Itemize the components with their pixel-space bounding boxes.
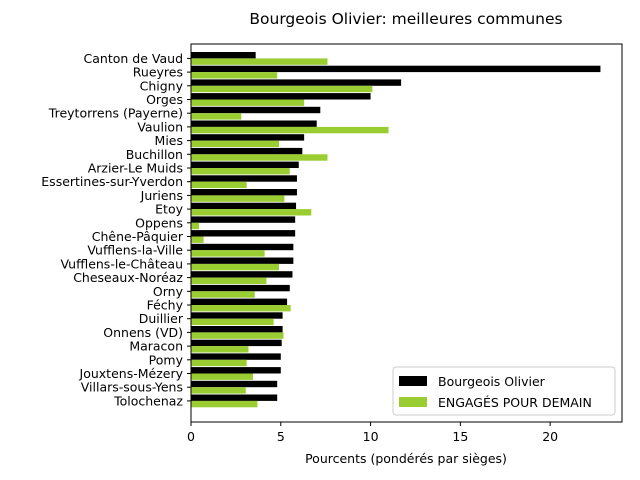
y-tick-label: Buchillon bbox=[126, 147, 183, 162]
bar-engages-23 bbox=[191, 373, 253, 380]
legend-box bbox=[392, 366, 616, 416]
bar-bourgeois-3 bbox=[191, 93, 371, 100]
bar-engages-17 bbox=[191, 291, 255, 298]
bar-engages-0 bbox=[191, 58, 328, 65]
y-tick-label: Cheseaux-Noréaz bbox=[73, 270, 183, 285]
bar-bourgeois-22 bbox=[191, 353, 281, 360]
bar-bourgeois-5 bbox=[191, 120, 317, 127]
y-tick-label: Orny bbox=[153, 284, 184, 299]
bar-bourgeois-16 bbox=[191, 271, 293, 278]
bar-engages-24 bbox=[191, 387, 246, 394]
bar-engages-19 bbox=[191, 318, 274, 326]
y-tick-label: Tolochenaz bbox=[113, 393, 183, 408]
x-tick-label: 15 bbox=[452, 429, 468, 444]
y-tick-label: Duillier bbox=[139, 311, 184, 326]
bar-bourgeois-20 bbox=[191, 326, 283, 333]
bar-engages-5 bbox=[191, 126, 389, 134]
bar-bourgeois-13 bbox=[191, 230, 296, 237]
bar-engages-14 bbox=[191, 250, 265, 257]
legend-swatch-engages bbox=[399, 397, 427, 407]
plot-frame bbox=[190, 43, 623, 423]
bars-group bbox=[191, 52, 601, 408]
y-tick-labels: Canton de VaudRueyresChignyOrgesTreytorr… bbox=[41, 51, 191, 408]
bar-bourgeois-0 bbox=[191, 52, 256, 59]
y-tick-label: Onnens (VD) bbox=[103, 325, 183, 340]
legend-label-bourgeois: Bourgeois Olivier bbox=[438, 374, 546, 389]
x-tick-label: 20 bbox=[542, 429, 558, 444]
x-tick-label: 10 bbox=[363, 429, 379, 444]
bar-engages-11 bbox=[191, 209, 312, 216]
bar-engages-22 bbox=[191, 359, 247, 367]
y-tick-label: Vaulion bbox=[137, 119, 183, 134]
bar-engages-2 bbox=[191, 85, 373, 93]
bar-bourgeois-17 bbox=[191, 284, 290, 292]
bar-bourgeois-14 bbox=[191, 243, 294, 251]
y-tick-label: Jouxtens-Mézery bbox=[79, 366, 184, 381]
y-tick-label: Essertines-sur-Yverdon bbox=[41, 174, 183, 189]
bar-bourgeois-12 bbox=[191, 216, 296, 223]
y-tick-label: Vufflens-la-Ville bbox=[87, 243, 183, 258]
bar-bourgeois-4 bbox=[191, 106, 321, 114]
y-tick-label: Juriens bbox=[140, 188, 183, 203]
bar-bourgeois-25 bbox=[191, 394, 278, 401]
x-ticks: 0 5 10 15 20 bbox=[187, 422, 558, 444]
y-tick-label: Chigny bbox=[140, 78, 184, 93]
bar-bourgeois-15 bbox=[191, 257, 294, 264]
y-tick-label: Mies bbox=[155, 133, 183, 148]
y-tick-label: Treytorrens (Payerne) bbox=[48, 106, 183, 121]
legend-label-engages: ENGAGÉS POUR DEMAIN bbox=[438, 395, 592, 410]
y-tick-label: Arzier-Le Muids bbox=[88, 161, 183, 176]
bar-bourgeois-24 bbox=[191, 380, 278, 388]
x-tick-label: 0 bbox=[187, 429, 195, 444]
bar-bourgeois-23 bbox=[191, 367, 281, 374]
bar-engages-13 bbox=[191, 236, 204, 243]
bar-bourgeois-6 bbox=[191, 134, 305, 141]
y-tick-label: Maracon bbox=[129, 339, 183, 354]
bar-engages-7 bbox=[191, 154, 328, 161]
chart-title: Bourgeois Olivier: meilleures communes bbox=[249, 10, 562, 28]
bar-engages-25 bbox=[191, 400, 258, 408]
bar-bourgeois-19 bbox=[191, 312, 283, 319]
y-tick-label: Etoy bbox=[155, 202, 183, 217]
bar-engages-1 bbox=[191, 72, 278, 79]
y-tick-label: Villars-sous-Yens bbox=[81, 380, 183, 395]
bar-engages-16 bbox=[191, 277, 267, 284]
y-tick-label: Féchy bbox=[147, 298, 184, 313]
y-tick-label: Rueyres bbox=[133, 65, 183, 80]
bar-bourgeois-9 bbox=[191, 175, 297, 182]
y-tick-label: Oppens bbox=[135, 215, 183, 230]
bar-engages-6 bbox=[191, 140, 279, 147]
x-axis-label: Pourcents (pondérés par sièges) bbox=[305, 451, 507, 466]
bar-engages-4 bbox=[191, 113, 242, 120]
bar-engages-21 bbox=[191, 346, 249, 353]
legend: Bourgeois Olivier ENGAGÉS POUR DEMAIN bbox=[392, 366, 616, 416]
bar-engages-10 bbox=[191, 195, 285, 202]
bar-bourgeois-18 bbox=[191, 298, 288, 305]
bar-engages-12 bbox=[191, 222, 200, 230]
bar-engages-15 bbox=[191, 263, 279, 271]
bar-engages-8 bbox=[191, 168, 290, 175]
y-tick-label: Orges bbox=[146, 92, 183, 107]
y-tick-label: Vufflens-le-Château bbox=[60, 256, 183, 271]
x-tick-label: 5 bbox=[277, 429, 285, 444]
bar-bourgeois-10 bbox=[191, 189, 297, 196]
y-tick-label: Pomy bbox=[149, 352, 184, 367]
y-tick-label: Chêne-Pâquier bbox=[92, 229, 184, 244]
y-tick-label: Canton de Vaud bbox=[84, 51, 183, 66]
bar-bourgeois-7 bbox=[191, 147, 303, 155]
bar-bourgeois-11 bbox=[191, 202, 297, 210]
bar-engages-9 bbox=[191, 181, 247, 189]
bar-bourgeois-21 bbox=[191, 339, 282, 347]
bar-engages-20 bbox=[191, 332, 284, 339]
bar-bourgeois-2 bbox=[191, 79, 402, 86]
legend-swatch-bourgeois bbox=[399, 376, 427, 386]
bar-bourgeois-1 bbox=[191, 65, 601, 73]
bar-engages-3 bbox=[191, 99, 305, 106]
bar-bourgeois-8 bbox=[191, 161, 299, 168]
bar-engages-18 bbox=[191, 305, 291, 312]
